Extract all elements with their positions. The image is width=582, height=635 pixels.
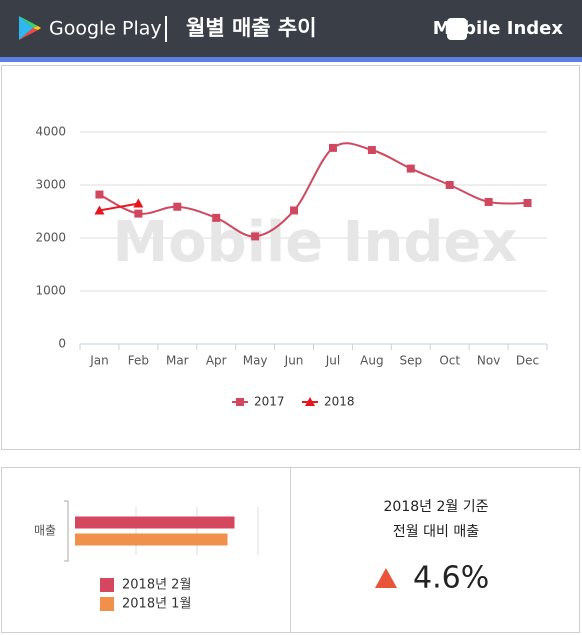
summary-caption: 전월 대비 매출 — [393, 524, 479, 540]
category-label: 매출 — [34, 524, 56, 538]
marker — [133, 198, 144, 208]
header-stripe — [0, 57, 582, 62]
logo-box — [447, 18, 467, 40]
y-tick-label: 0 — [58, 337, 66, 351]
x-tick-label: Dec — [516, 354, 539, 368]
legend-label: 2018년 1월 — [122, 597, 191, 612]
marker — [406, 164, 415, 173]
legend-label: 2018 — [324, 395, 355, 409]
x-tick-label: Oct — [439, 354, 460, 368]
marker — [484, 197, 493, 206]
marker — [328, 143, 337, 152]
x-tick-label: Nov — [477, 354, 500, 368]
marker — [173, 202, 182, 211]
marker — [290, 206, 299, 215]
watermark: Mobile Index — [112, 210, 517, 275]
x-tick-label: Jun — [284, 354, 304, 368]
page-title: 월별 매출 추이 — [186, 16, 317, 40]
x-tick-label: Jul — [325, 354, 340, 368]
chart-panel — [1, 65, 580, 450]
legend-swatch — [100, 578, 114, 592]
y-tick-label: 3000 — [35, 178, 66, 192]
category-bracket — [64, 500, 69, 562]
bar-panel — [1, 467, 291, 633]
marker — [523, 199, 532, 208]
x-tick-label: Apr — [206, 354, 227, 368]
x-tick-label: Feb — [128, 354, 149, 368]
marker — [95, 190, 104, 199]
change-arrow — [375, 568, 397, 588]
bar — [75, 533, 228, 546]
marker — [236, 398, 244, 406]
y-tick-label: 1000 — [35, 284, 66, 298]
summary-panel — [290, 467, 580, 633]
legend-label: 2017 — [254, 395, 285, 409]
marker — [445, 181, 454, 189]
change-value: 4.6% — [413, 561, 489, 596]
x-tick-label: Sep — [399, 354, 422, 368]
marker — [251, 232, 260, 241]
logo: Mobile Index — [433, 18, 564, 39]
x-tick-label: Aug — [360, 354, 383, 368]
brand: Google Play — [49, 18, 162, 40]
marker — [305, 397, 315, 406]
marker — [212, 213, 221, 222]
marker — [134, 209, 143, 218]
x-tick-label: Jan — [89, 354, 109, 368]
header-bar — [0, 0, 582, 57]
legend-swatch — [100, 597, 114, 611]
series-line — [99, 202, 139, 212]
x-tick-label: Mar — [166, 354, 189, 368]
legend-label: 2018년 2월 — [122, 578, 191, 593]
marker — [367, 146, 376, 155]
marker — [94, 205, 105, 215]
summary-basis: 2018년 2월 기준 — [384, 499, 489, 515]
x-tick-label: May — [243, 354, 268, 368]
google-play-icon — [19, 16, 41, 40]
y-tick-label: 4000 — [35, 125, 66, 139]
bar — [75, 516, 235, 529]
y-tick-label: 2000 — [35, 231, 66, 245]
